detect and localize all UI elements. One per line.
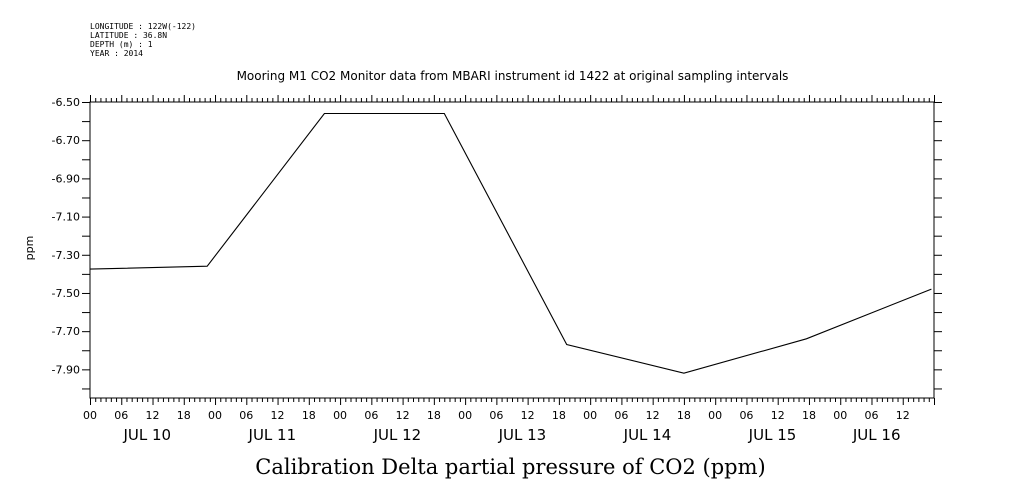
x-tick-label: 06 — [489, 409, 503, 422]
x-tick-label: 00 — [458, 409, 472, 422]
x-day-label: JUL 14 — [623, 426, 672, 444]
x-tick-label: 12 — [771, 409, 785, 422]
x-tick-label: 00 — [83, 409, 97, 422]
y-tick-label: -7.30 — [52, 249, 80, 262]
x-tick-label: 12 — [146, 409, 160, 422]
series-line — [89, 112, 932, 374]
x-day-label: JUL 15 — [748, 426, 797, 444]
y-tick-label: -7.10 — [52, 211, 80, 224]
x-tick-label: 18 — [802, 409, 816, 422]
metadata-year: YEAR : 2014 — [90, 49, 143, 58]
metadata-longitude: LONGITUDE : 122W(-122) — [90, 22, 196, 31]
x-tick-label: 06 — [739, 409, 753, 422]
x-tick-label: 18 — [677, 409, 691, 422]
y-axis-label: ppm — [23, 236, 36, 261]
x-tick-label: 18 — [427, 409, 441, 422]
x-tick-label: 00 — [333, 409, 347, 422]
x-tick-label: 18 — [302, 409, 316, 422]
x-tick-label: 00 — [708, 409, 722, 422]
x-tick-label: 12 — [896, 409, 910, 422]
y-tick-label: -7.70 — [52, 325, 80, 338]
x-tick-label: 00 — [583, 409, 597, 422]
plot-frame — [89, 101, 935, 399]
x-tick-label: 06 — [239, 409, 253, 422]
metadata-depth: DEPTH (m) : 1 — [90, 40, 153, 49]
chart-title: Mooring M1 CO2 Monitor data from MBARI i… — [236, 69, 789, 83]
x-tick-label: 18 — [177, 409, 191, 422]
x-tick-label: 12 — [271, 409, 285, 422]
x-axis-title: Calibration Delta partial pressure of CO… — [255, 455, 766, 479]
x-tick-label: 06 — [364, 409, 378, 422]
x-tick-label: 18 — [552, 409, 566, 422]
x-tick-label: 12 — [521, 409, 535, 422]
x-tick-label: 06 — [864, 409, 878, 422]
x-day-label: JUL 16 — [852, 426, 901, 444]
x-tick-label: 12 — [396, 409, 410, 422]
metadata-latitude: LATITUDE : 36.8N — [90, 31, 168, 40]
y-tick-label: -7.50 — [52, 287, 80, 300]
y-tick-label: -7.90 — [52, 363, 80, 376]
x-tick-label: 00 — [833, 409, 847, 422]
x-tick-label: 06 — [614, 409, 628, 422]
y-tick-label: -6.90 — [52, 172, 80, 185]
x-day-label: JUL 12 — [373, 426, 422, 444]
chart-title-container: Mooring M1 CO2 Monitor data from MBARI i… — [0, 69, 1009, 83]
x-axis-title-container: Calibration Delta partial pressure of CO… — [0, 455, 1009, 479]
x-day-label: JUL 13 — [498, 426, 547, 444]
y-tick-label: -6.50 — [52, 96, 80, 109]
x-tick-label: 12 — [646, 409, 660, 422]
x-day-label: JUL 10 — [122, 426, 171, 444]
x-tick-label: 00 — [208, 409, 222, 422]
x-tick-label: 06 — [114, 409, 128, 422]
x-day-label: JUL 11 — [248, 426, 297, 444]
y-tick-label: -6.70 — [52, 134, 80, 147]
metadata-block: LONGITUDE : 122W(-122) LATITUDE : 36.8N … — [90, 22, 196, 58]
